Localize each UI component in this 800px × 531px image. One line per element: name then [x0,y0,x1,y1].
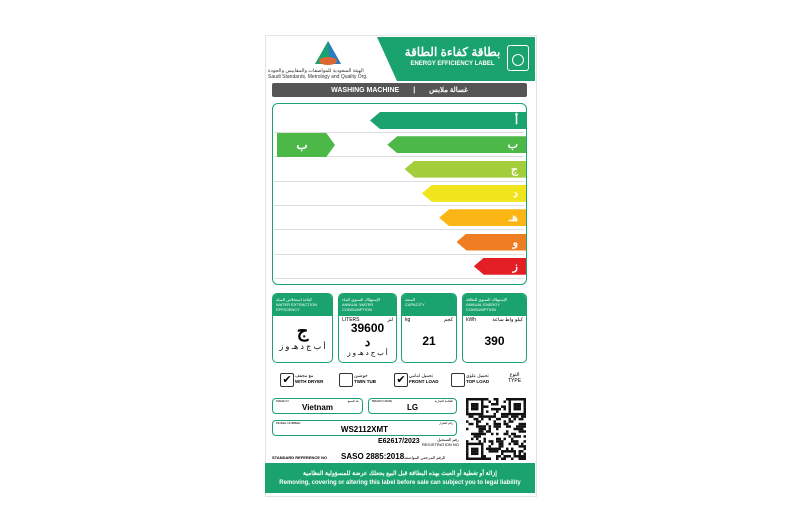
type-label-text: حوضين TWIN TUB [354,373,376,384]
type-label-text: مع مجفف WITH DRYER [295,373,324,384]
scale-bar-6: و [456,233,526,251]
metric-energy: الإستهلاك السنوي للطاقة ANNUAL ENERGY CON… [462,293,527,363]
scale-class-label: ز [512,260,518,273]
scale-bar-4: د [421,184,526,202]
metric-capacity: السعة CAPACITY kg كجم 21 [401,293,457,363]
saso-logo [313,40,343,68]
standard-label: STANDARD REFERENCE NO [272,455,328,460]
scale-bar-7: ز [473,257,526,275]
brand-field: BRAND NAME العلامة التجارية LG [368,398,457,414]
washing-machine-icon [507,45,529,71]
scale-bar-1: أ [370,112,526,129]
scale-class-label: و [512,236,518,249]
standard-number: SASO 2885:2018 [341,452,405,461]
label-title: بطاقة كفاءة الطاقة ENERGY EFFICIENCY LABE… [404,45,501,67]
registration-number: E62617/2023 [378,438,420,445]
standard-label-ar: الرقم المرجعي المواصفة [404,455,446,460]
scale-divider [274,277,524,279]
metric-water-extraction: كفاءة استخلاص المياه WATER EXTRACTION EFF… [272,293,333,363]
qr-code[interactable] [466,398,526,461]
scale-class-label: ج [510,163,518,176]
type-checkbox-front-load[interactable]: ✔ [394,373,408,387]
made-in-field: MADE IN بلد الصنع Vietnam [272,398,363,414]
product-ar: غسالة ملابس [429,87,468,94]
type-checkbox-with-dryer[interactable]: ✔ [280,373,294,387]
model-field: MODEL NUMBER رقم الطراز WS2112XMT [272,420,457,436]
scale-divider [274,229,524,231]
type-label-text: تحميل امامي FRONT LOAD [409,373,439,384]
legal-footer: إزالة أو تغطية أو العبث بهذه البطاقة قبل… [265,463,535,493]
rating-indicator: ب [277,133,335,157]
scale-class-label: د [513,187,518,200]
scale-divider [274,204,524,206]
scale-class-label: أ [514,115,518,127]
type-label-text: تحميل علوي TOP LOAD [466,373,490,384]
scale-bar-5: هـ [439,209,526,227]
header-banner [377,37,535,81]
registration-label: رقم التسجيل REGISTRATION NO [422,437,459,447]
scale-divider [274,180,524,182]
type-checkbox-twin-tub[interactable] [339,373,353,387]
scale-divider [274,156,524,158]
efficiency-scale [272,103,527,285]
scale-divider [274,253,524,255]
scale-class-label: هـ [508,212,518,225]
scale-bar-3: ج [404,160,526,178]
scale-bar-2: ب [387,136,526,154]
scale-divider [274,132,524,133]
scale-class-label: ب [507,139,518,152]
metric-water-consumption: الإستهلاك السنوي للماء ANNUAL WATER CONSU… [338,293,397,363]
product-en: WASHING MACHINE [331,86,400,94]
type-checkbox-top-load[interactable] [451,373,465,387]
org-name: الهيئة السعودية للمواصفات والمقاييس والج… [268,68,368,80]
product-type-bar: WASHING MACHINE | غسالة ملابس [272,83,527,97]
type-label: النوع TYPE [508,372,522,384]
